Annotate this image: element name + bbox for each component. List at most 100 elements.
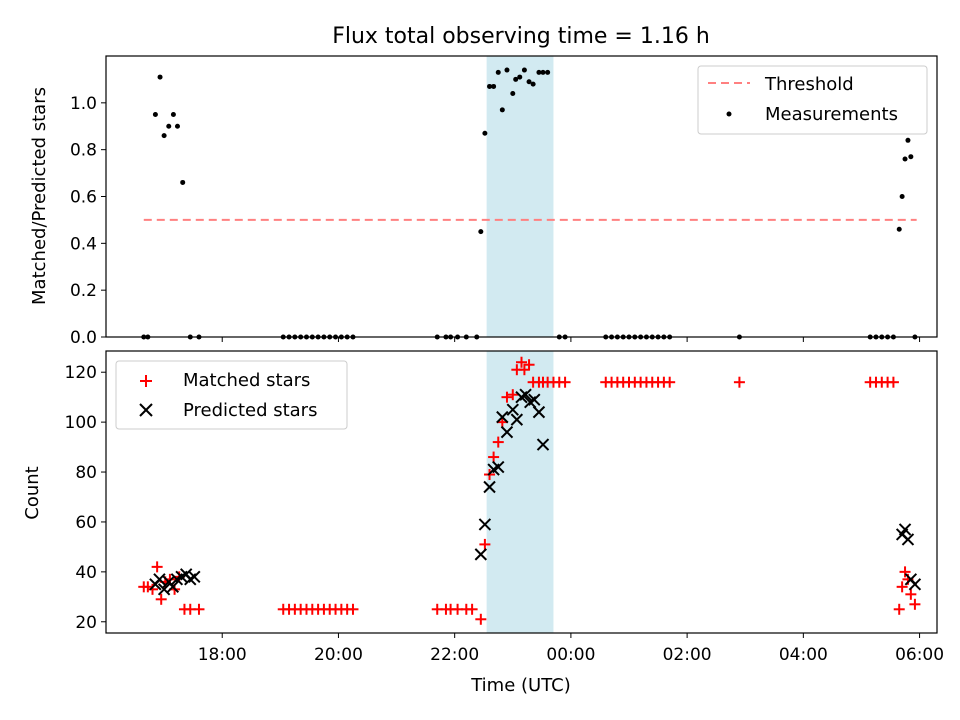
measurement-point (902, 156, 908, 162)
matched-star-point (893, 603, 905, 615)
x-tick-label: 18:00 (198, 645, 247, 665)
measurement-point (504, 67, 510, 73)
measurement-point (157, 74, 163, 80)
bottom-y-tick-label: 40 (75, 563, 97, 583)
matched-star-point (516, 356, 527, 368)
legend-measurement-swatch (726, 111, 732, 117)
measurement-point (536, 69, 542, 75)
top-x-axis-ticks (221, 337, 921, 342)
matched-star-point (501, 391, 513, 403)
measurement-point (540, 69, 546, 75)
predicted-star-point (157, 583, 171, 596)
measurement-point (180, 179, 186, 185)
top-shaded-span (486, 56, 554, 337)
bottom-y-tick-label: 60 (75, 513, 97, 533)
measurement-point (899, 194, 905, 199)
measurement-point (905, 137, 911, 143)
top-legend: Threshold Measurements (697, 65, 928, 135)
legend-matched-swatch (140, 375, 152, 387)
matched-star-point (151, 561, 163, 573)
bottom-y-axis-label: Count (22, 466, 43, 519)
measurement-point (170, 112, 176, 118)
matched-star-point (733, 376, 745, 388)
matched-star-point (664, 376, 676, 388)
predicted-star-point (188, 570, 201, 584)
measurement-point (517, 74, 523, 80)
matched-star-point (887, 376, 899, 388)
legend-matched-label: Matched stars (183, 370, 310, 391)
x-tick-label: 20:00 (314, 645, 363, 665)
measurement-point (174, 123, 180, 129)
bottom-axes-frame (105, 350, 938, 634)
matched-star-point (479, 538, 491, 550)
bottom-y-tick-label: 80 (75, 463, 97, 483)
matched-star-point (488, 451, 500, 463)
matched-star-point (492, 436, 504, 448)
top-axes-frame (105, 55, 938, 338)
predicted-star-point (153, 573, 166, 586)
predicted-star-point (483, 480, 496, 494)
bottom-y-tick-label: 120 (65, 363, 97, 383)
top-y-axis-ticks: 0.0 0.2 0.4 0.6 0.8 1.0 (70, 94, 106, 348)
predicted-star-point (908, 578, 922, 591)
measurement-point (478, 229, 484, 235)
matched-star-point (507, 389, 519, 401)
matched-star-point (193, 603, 205, 615)
measurement-point (152, 112, 158, 118)
measurement-point (513, 76, 519, 82)
matched-star-point (909, 598, 921, 610)
count-points (138, 356, 922, 625)
bottom-y-axis-ticks: 20 40 60 80 100 120 (65, 363, 106, 633)
predicted-star-point (492, 460, 505, 474)
predicted-star-point (532, 405, 546, 419)
top-y-tick-label: 0.6 (70, 188, 97, 208)
x-tick-label: 22:00 (430, 645, 479, 665)
matched-star-point (475, 613, 487, 625)
predicted-star-point (536, 438, 550, 451)
measurement-point (495, 69, 501, 75)
matched-star-point (559, 376, 571, 388)
measurement-point (161, 133, 167, 139)
predicted-star-point (528, 393, 541, 406)
measurement-point (491, 83, 497, 89)
predicted-star-point (496, 410, 509, 424)
matched-star-point (896, 581, 908, 593)
legend-measurement-label: Measurements (765, 104, 898, 125)
measurement-point (521, 67, 527, 73)
measurement-point (499, 107, 505, 113)
measurement-point (166, 123, 172, 129)
legend-predicted-swatch (139, 403, 153, 417)
predicted-star-point (901, 533, 915, 546)
bottom-y-tick-label: 100 (65, 413, 97, 433)
matched-star-point (146, 583, 158, 595)
top-y-tick-label: 1.0 (70, 94, 97, 114)
measurement-point (896, 226, 902, 232)
chart-title: Flux total observing time = 1.16 h (332, 24, 710, 49)
matched-star-point (347, 603, 359, 615)
predicted-star-point (510, 413, 524, 426)
predicted-star-point (474, 548, 488, 561)
measurement-point (908, 154, 914, 160)
matched-star-point (899, 566, 911, 578)
x-tick-label: 00:00 (546, 645, 595, 665)
predicted-star-point (500, 425, 514, 439)
legend-predicted-label: Predicted stars (183, 400, 317, 421)
matched-star-point (523, 359, 535, 371)
measurement-point (487, 83, 493, 89)
top-y-tick-label: 0.8 (70, 141, 97, 161)
top-legend-box (697, 65, 928, 135)
bottom-x-axis-ticks: 18:00 20:00 22:00 00:00 02:00 04:00 06:00 (198, 633, 944, 665)
predicted-star-point (519, 388, 532, 401)
bottom-shaded-span (486, 351, 554, 633)
bottom-legend: Matched stars Predicted stars (115, 360, 348, 430)
top-y-tick-label: 0.2 (70, 281, 97, 301)
measurement-point (510, 90, 516, 96)
measurement-point (526, 79, 532, 85)
bottom-y-tick-label: 20 (75, 613, 97, 633)
x-tick-label: 02:00 (663, 645, 712, 665)
measurement-point (530, 81, 536, 87)
bottom-legend-box (115, 360, 348, 430)
predicted-star-point (478, 518, 492, 531)
predicted-star-point (506, 403, 519, 416)
